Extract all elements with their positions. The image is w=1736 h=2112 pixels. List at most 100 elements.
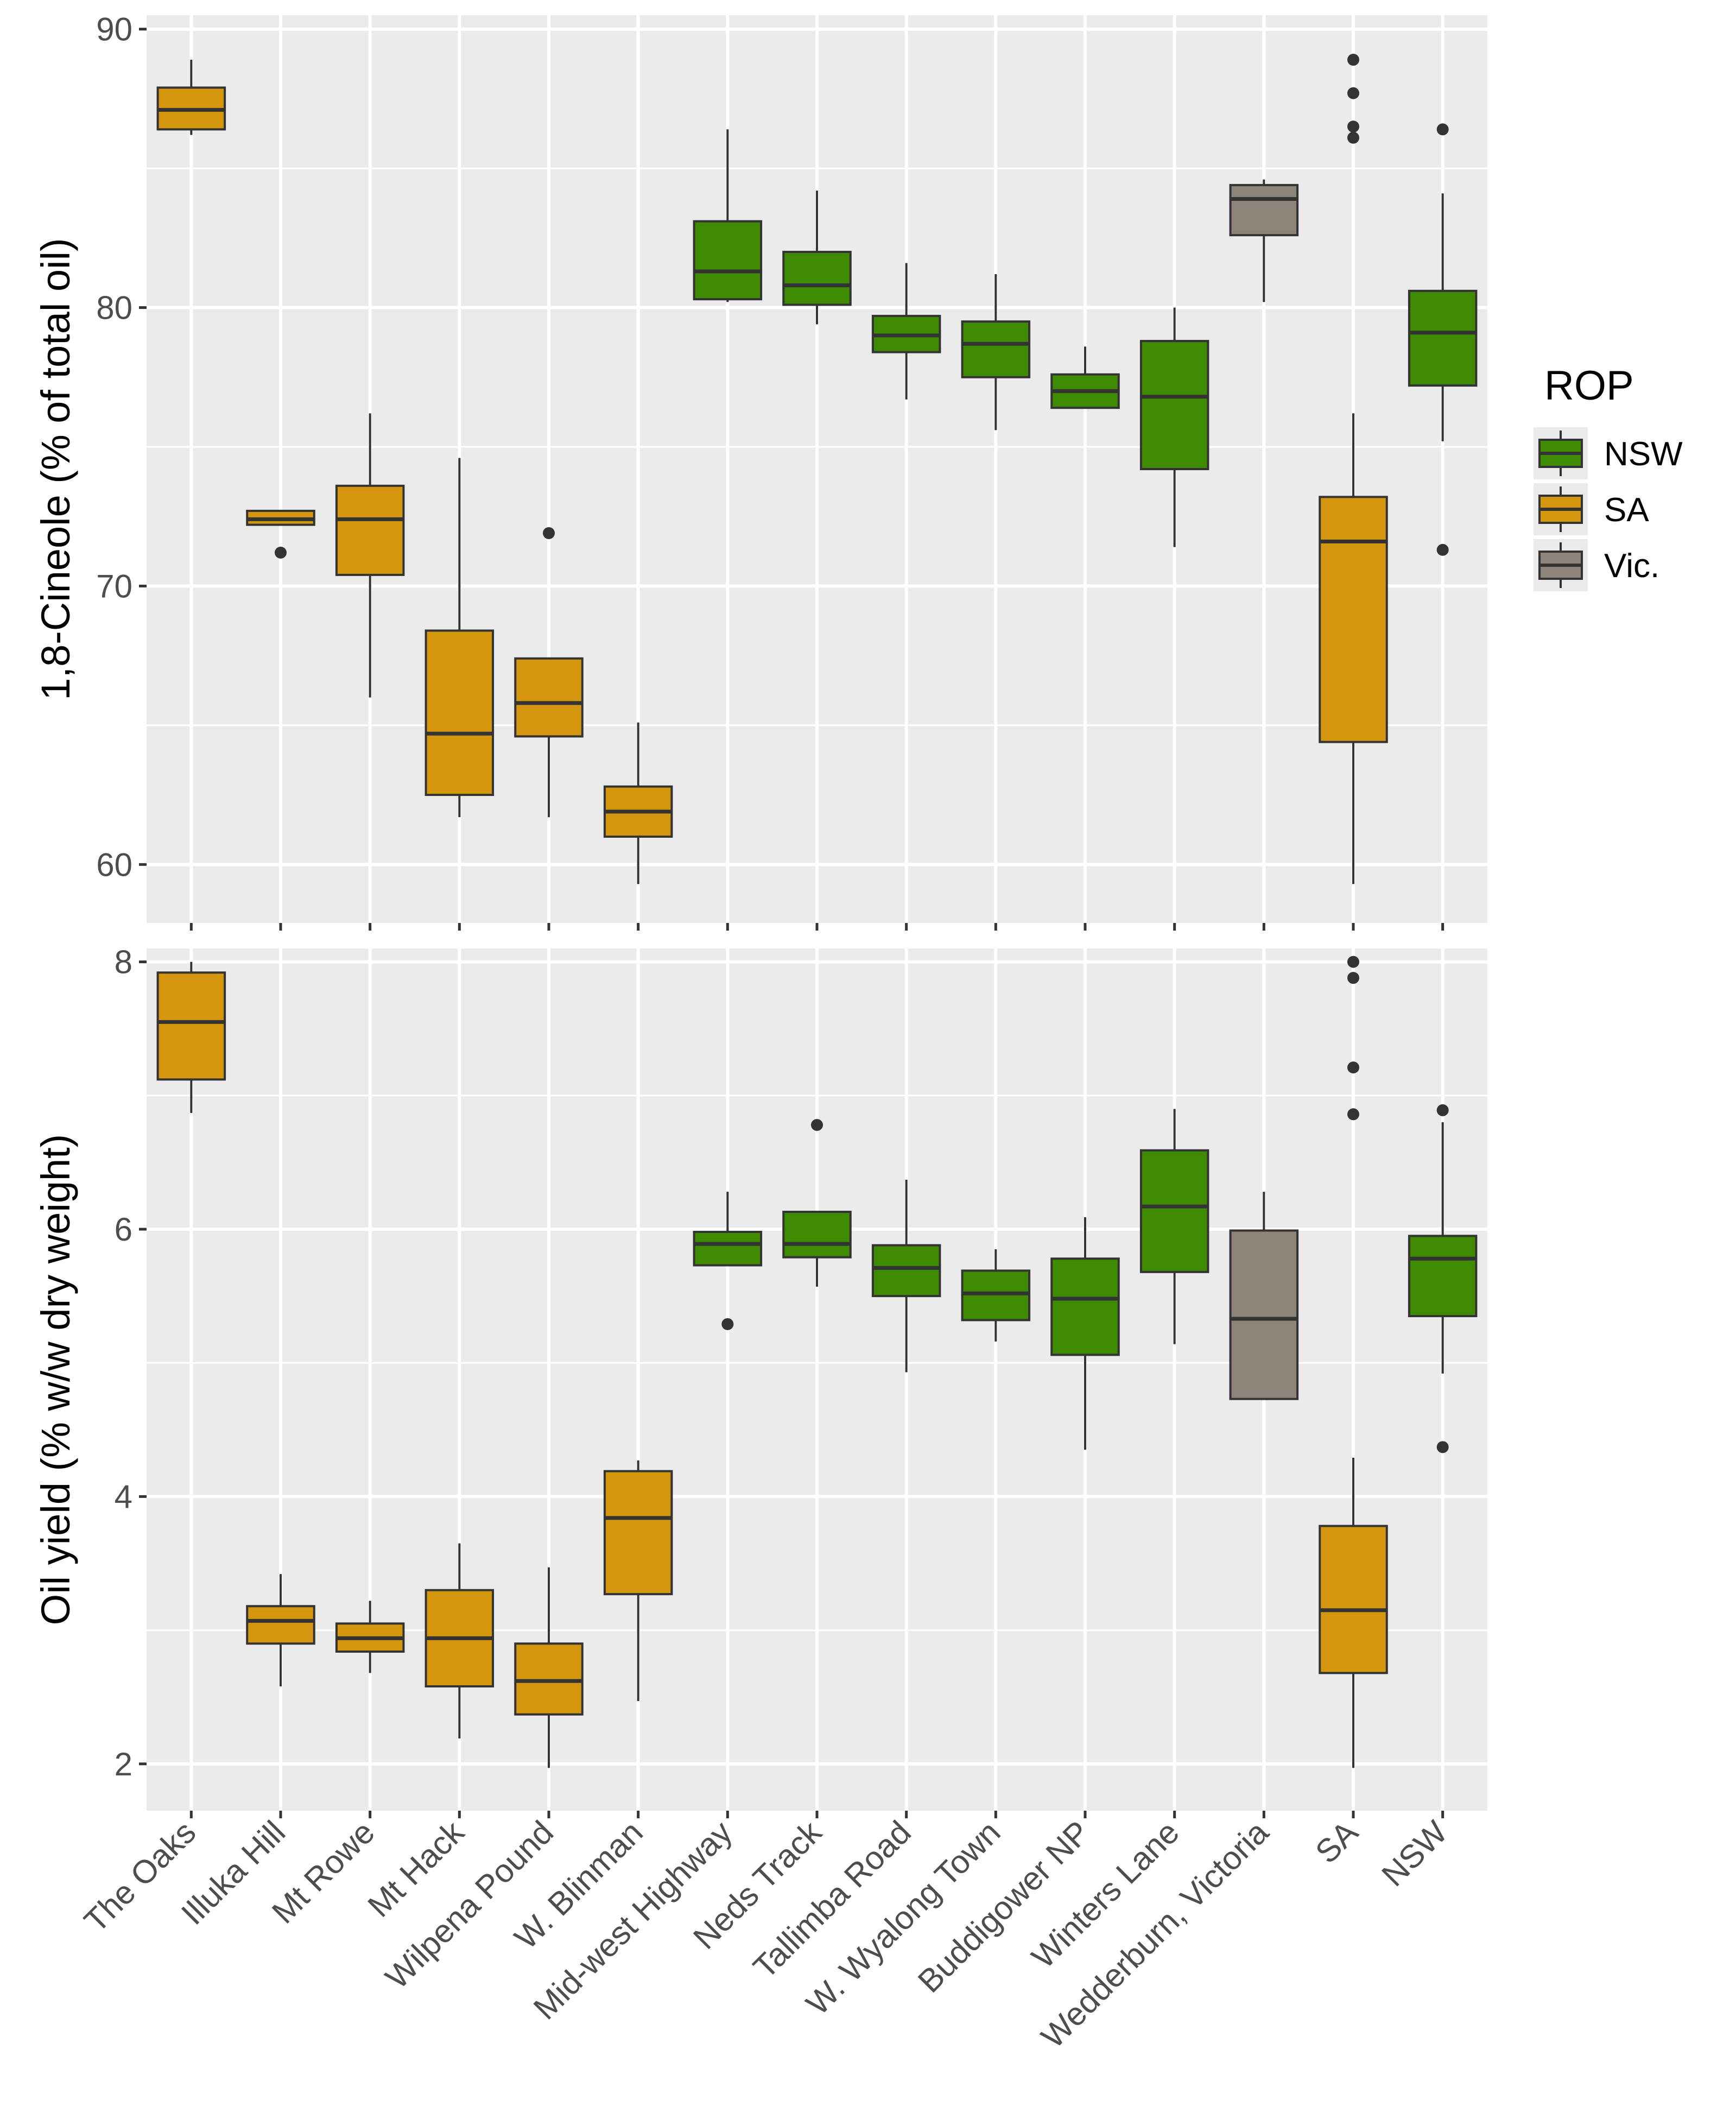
gridlines (147, 948, 1487, 1811)
boxes (156, 956, 1478, 1768)
x-category-label: NSW (1374, 1814, 1454, 1894)
outlier-point (721, 1318, 734, 1330)
box-mt-hack (425, 458, 495, 818)
box-body (782, 1211, 852, 1259)
outlier-point (1436, 1104, 1449, 1116)
box-wedderburn-victoria (1229, 179, 1299, 302)
x-category-label: The Oaks (77, 1814, 202, 1939)
box-body (1319, 1525, 1388, 1674)
legend-item-vic: Vic. (1534, 539, 1659, 591)
outlier-point (1347, 87, 1359, 99)
y-axis-ticks: 60 70 80 90 (96, 11, 147, 883)
y-tick-label: 8 (115, 944, 132, 981)
outlier-point (1347, 131, 1359, 144)
box-tallimba-road (871, 263, 941, 400)
box-body (1229, 1229, 1299, 1400)
y-axis-ticks: 2 4 6 8 (115, 944, 147, 1782)
y-axis-label: 1,8-Cineole (% of total oil) (33, 238, 78, 700)
outlier-point (1347, 956, 1359, 968)
box-body (335, 484, 405, 576)
box-body (1319, 496, 1388, 743)
box-w-wyalong-town (961, 1249, 1031, 1342)
box-winters-lane (1139, 307, 1209, 547)
box-body (961, 1269, 1031, 1321)
box-body (693, 1230, 763, 1267)
outlier-point (1436, 543, 1449, 556)
box-body (1408, 1235, 1478, 1318)
box-neds-track (782, 191, 852, 325)
x-category-label: SA (1308, 1814, 1365, 1870)
outlier-point (1347, 1061, 1359, 1074)
y-tick-label: 6 (115, 1211, 132, 1248)
box-body (156, 971, 226, 1081)
box-wedderburn-victoria (1229, 1192, 1299, 1400)
box-body (514, 657, 584, 738)
box-wilpena-pound (514, 527, 584, 818)
legend-title: ROP (1544, 363, 1634, 409)
box-body (603, 1470, 673, 1596)
box-illuka-hill (246, 509, 315, 559)
box-body (1408, 289, 1478, 387)
box-illuka-hill (246, 1574, 315, 1687)
x-axis-ticks (189, 923, 1444, 931)
y-tick-label: 2 (115, 1746, 132, 1782)
panel-oil-yield: 2 4 6 8 Oil yield (% w/w dry weight) (33, 944, 1487, 1818)
box-sa (1319, 54, 1388, 884)
panel-cineole: 60 70 80 90 1,8-Cineole (% of total oil) (33, 11, 1487, 931)
outlier-point (1347, 54, 1359, 66)
y-tick-label: 60 (96, 846, 132, 883)
box-body (425, 629, 495, 796)
box-mt-rowe (335, 413, 405, 698)
box-w-blinman (603, 722, 673, 884)
y-tick-label: 70 (96, 568, 132, 604)
outlier-point (543, 527, 555, 539)
box-winters-lane (1139, 1109, 1209, 1344)
outlier-point (1436, 123, 1449, 136)
y-axis-label: Oil yield (% w/w dry weight) (33, 1134, 78, 1626)
box-w-blinman (603, 1460, 673, 1702)
legend-keys: NSW SA Vic. (1534, 427, 1683, 591)
box-nsw (1408, 123, 1478, 556)
box-body (693, 220, 763, 301)
box-wilpena-pound (514, 1567, 584, 1768)
box-body (246, 1605, 315, 1645)
box-neds-track (782, 1118, 852, 1287)
legend-label: SA (1604, 491, 1649, 529)
box-body (1139, 340, 1209, 470)
box-tallimba-road (871, 1179, 941, 1373)
outlier-point (1347, 1108, 1359, 1121)
boxes (156, 54, 1478, 884)
legend-label: Vic. (1604, 547, 1659, 585)
legend-label: NSW (1604, 435, 1683, 473)
outlier-point (1347, 972, 1359, 984)
box-the-oaks (156, 962, 226, 1113)
x-category-label: Tallimba Road (746, 1814, 918, 1985)
outlier-point (1436, 1441, 1449, 1453)
box-buddigower-np (1050, 346, 1120, 409)
box-mt-hack (425, 1543, 495, 1739)
box-body (871, 1244, 941, 1298)
box-body (1139, 1149, 1209, 1273)
box-body (1229, 184, 1299, 237)
y-tick-label: 90 (96, 11, 132, 48)
box-sa (1319, 956, 1388, 1768)
box-body (514, 1642, 584, 1716)
box-mid-west-highway (693, 129, 763, 302)
outlier-point (811, 1118, 823, 1131)
box-body (782, 250, 852, 306)
box-nsw (1408, 1104, 1478, 1453)
box-w-wyalong-town (961, 274, 1031, 431)
box-body (1050, 1257, 1120, 1356)
outlier-point (1347, 121, 1359, 133)
y-tick-label: 4 (115, 1478, 132, 1515)
box-the-oaks (156, 60, 226, 135)
box-body (961, 320, 1031, 378)
y-tick-label: 80 (96, 290, 132, 326)
box-mid-west-highway (693, 1192, 763, 1330)
legend-item-sa: SA (1534, 483, 1649, 535)
outlier-point (275, 546, 287, 559)
box-mt-rowe (335, 1601, 405, 1673)
x-axis-ticks (189, 1811, 1444, 1818)
